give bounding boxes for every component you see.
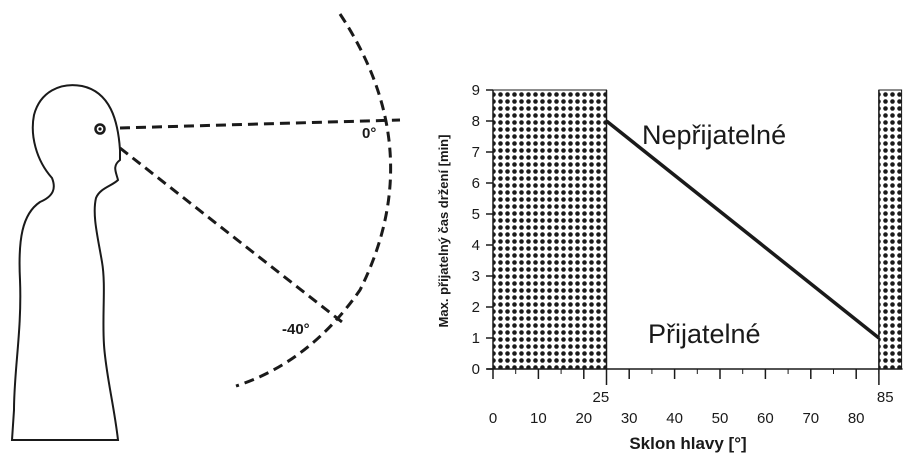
x-axis-title: Sklon hlavy [°] xyxy=(629,434,746,453)
y-tick-label-1: 1 xyxy=(472,330,480,347)
annotation-unacceptable: Nepřijatelné xyxy=(642,120,786,150)
gaze-line-minus-40 xyxy=(119,146,343,324)
eye-icon xyxy=(94,123,106,135)
x-tick-label-70: 70 xyxy=(802,410,819,427)
x-tick-label-80: 80 xyxy=(848,410,865,427)
annotation-acceptable: Přijatelné xyxy=(648,319,761,349)
person-illustration: 0° -40° xyxy=(10,13,401,441)
viewing-arc xyxy=(235,13,393,388)
y-axis-title: Max. přijatelný čas držení [min] xyxy=(436,135,451,328)
y-tick-label-3: 3 xyxy=(472,268,480,285)
x-tick-label-0: 0 xyxy=(489,410,497,427)
shaded-regions xyxy=(492,89,903,385)
y-tick-label-9: 9 xyxy=(472,82,480,99)
x-tick-label-50: 50 xyxy=(712,410,729,427)
x-tick-label-40: 40 xyxy=(666,410,683,427)
y-tick-label-0: 0 xyxy=(472,361,480,378)
x-tick-label-60: 60 xyxy=(757,410,774,427)
y-tick-label-7: 7 xyxy=(472,144,480,161)
axes xyxy=(486,89,903,379)
y-tick-label-2: 2 xyxy=(472,299,480,316)
boundary-label-0: 25 xyxy=(593,389,610,406)
x-tick-label-10: 10 xyxy=(530,410,547,427)
person-silhouette xyxy=(10,84,121,441)
shaded-region-1 xyxy=(878,89,903,370)
y-tick-label-5: 5 xyxy=(472,206,480,223)
boundary-label-1: 85 xyxy=(877,389,894,406)
gaze-line-0 xyxy=(119,118,401,130)
tick-labels: 25 85 0 1 2 3 4 5 6 7 8 9 0 10 20 30 40 50 60 70 80 xyxy=(472,82,894,427)
y-tick-label-6: 6 xyxy=(472,175,480,192)
series xyxy=(605,119,880,340)
angle-label-0: 0° xyxy=(362,125,376,142)
shaded-region-0 xyxy=(492,89,607,370)
series-line-0 xyxy=(605,119,880,340)
x-tick-label-30: 30 xyxy=(621,410,638,427)
chart: 25 85 0 1 2 3 4 5 6 7 8 9 0 10 20 30 40 50 60 70 80 Nepřijat… xyxy=(436,82,903,453)
y-tick-label-4: 4 xyxy=(472,237,480,254)
y-tick-label-8: 8 xyxy=(472,113,480,130)
angle-label-minus-40: -40° xyxy=(282,321,310,338)
x-tick-label-20: 20 xyxy=(575,410,592,427)
